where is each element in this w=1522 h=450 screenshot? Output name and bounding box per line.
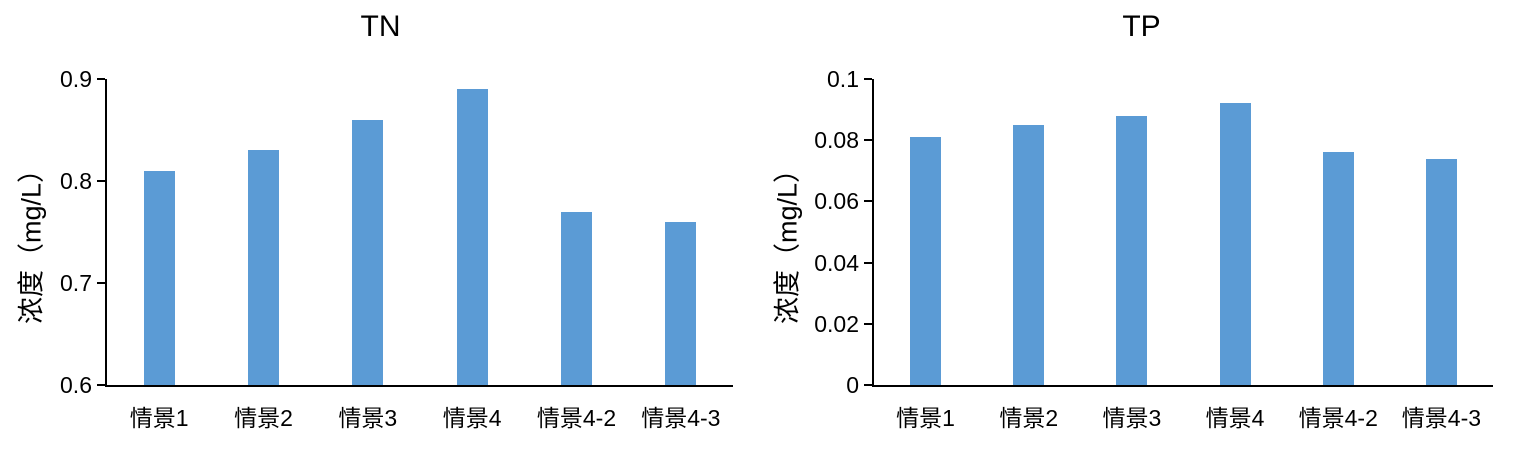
chart-title: TP [1122,10,1161,43]
y-tick-mark [97,282,105,284]
bar-情景3 [352,119,384,385]
x-tick-label: 情景4-3 [641,405,721,431]
y-tick-mark [97,180,105,182]
x-tick-label: 情景3 [1102,405,1162,431]
bar-情景4-2 [1322,152,1354,385]
x-tick-label: 情景4-2 [536,405,617,431]
bar-情景2 [1013,124,1045,385]
y-tick-label: 0.9 [60,66,92,92]
x-tick-label: 情景4-2 [1298,405,1378,431]
bar-情景1 [910,137,942,385]
y-tick-mark [864,384,872,386]
y-tick-label: 0.02 [814,310,859,337]
y-tick-label: 0.1 [827,66,859,92]
y-tick-label: 0 [846,372,859,398]
plot-area [872,79,1493,387]
bar-情景2 [248,150,279,385]
x-tick-label: 情景2 [999,405,1059,431]
y-tick-label: 0.04 [814,249,859,276]
chart-tp: TP 浓度（mg/L） 0 0.02 0.04 0.06 0.08 0.1 情景1 情景2 情景… [761,0,1522,450]
y-tick-label: 0.08 [814,127,859,154]
y-tick-mark [864,139,872,142]
y-tick-mark [97,78,105,80]
y-tick-mark [864,261,872,264]
bar-情景3 [1116,115,1148,385]
bar-情景4-3 [665,221,697,385]
y-tick-label: 0.7 [60,270,92,296]
x-tick-label: 情景2 [234,405,293,431]
chart-title: TN [360,10,401,43]
bar-情景4-3 [1425,158,1457,385]
y-tick-label: 0.6 [60,372,92,398]
y-tick-mark [97,384,105,386]
y-axis-label: 浓度（mg/L） [772,155,803,325]
bar-情景4-2 [561,211,592,385]
x-tick-label: 情景4 [1205,405,1265,431]
y-tick-label: 0.06 [814,188,859,215]
x-tick-label: 情景4 [442,405,502,431]
bar-情景4 [456,89,488,385]
y-tick-mark [864,78,872,80]
y-tick-mark [864,200,872,203]
y-tick-label: 0.8 [60,168,92,194]
plot-area [105,79,733,387]
chart-tn: TN 浓度（mg/L） 0.6 0.7 0.8 0.9 情景1 情景2 情景3 情景4 情景4-… [17,10,733,431]
x-tick-label: 情景4-3 [1401,405,1482,431]
x-tick-label: 情景1 [896,405,955,431]
bar-情景4 [1219,103,1251,385]
bar-情景1 [143,170,175,385]
y-tick-mark [864,322,872,325]
x-tick-label: 情景1 [129,405,189,431]
x-tick-label: 情景3 [338,405,398,431]
